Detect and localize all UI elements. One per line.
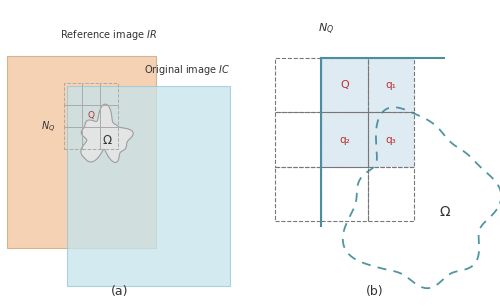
- Bar: [100, 83, 117, 105]
- Bar: [100, 105, 117, 127]
- Bar: [275, 167, 321, 221]
- Bar: [368, 58, 414, 112]
- Bar: [64, 105, 82, 127]
- Bar: [321, 167, 368, 221]
- Text: q₂: q₂: [339, 134, 350, 145]
- Text: (b): (b): [366, 285, 384, 298]
- Bar: [321, 58, 368, 112]
- Bar: [275, 112, 321, 167]
- Text: Original image $\it{IC}$: Original image $\it{IC}$: [144, 63, 231, 77]
- Bar: [368, 167, 414, 221]
- Bar: [7, 56, 156, 248]
- Text: Ω: Ω: [440, 205, 450, 220]
- Bar: [321, 112, 368, 167]
- Text: q₃: q₃: [385, 134, 396, 145]
- Bar: [67, 86, 230, 286]
- Text: Reference image $\it{IR}$: Reference image $\it{IR}$: [60, 28, 157, 41]
- Text: Q: Q: [340, 80, 349, 90]
- Bar: [275, 58, 321, 112]
- Bar: [368, 112, 414, 167]
- Text: $N_Q$: $N_Q$: [318, 22, 334, 37]
- Bar: [64, 127, 82, 149]
- Text: Ω: Ω: [102, 134, 112, 147]
- Text: (a): (a): [111, 285, 129, 298]
- Polygon shape: [81, 104, 133, 162]
- Bar: [64, 83, 82, 105]
- Bar: [82, 83, 100, 105]
- Bar: [82, 105, 100, 127]
- Bar: [82, 127, 100, 149]
- Text: q₁: q₁: [385, 80, 396, 90]
- Text: $N_Q$: $N_Q$: [41, 119, 55, 134]
- Text: Q: Q: [87, 111, 94, 120]
- Bar: [321, 58, 414, 167]
- Bar: [100, 127, 117, 149]
